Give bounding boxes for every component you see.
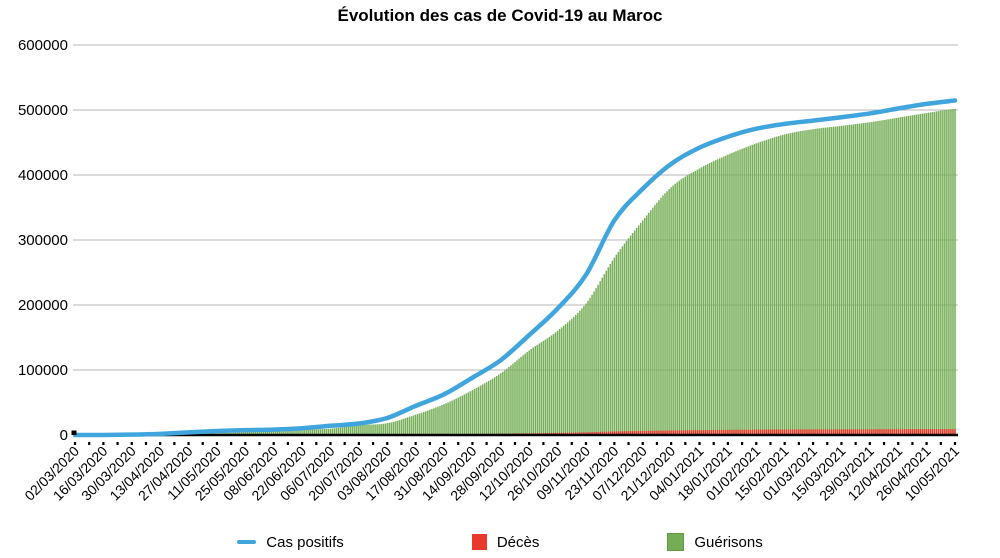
chart-title: Évolution des cas de Covid-19 au Maroc <box>337 6 663 25</box>
axis-ticks <box>73 442 957 445</box>
svg-text:500000: 500000 <box>18 102 68 119</box>
legend-item-cas-positifs: Cas positifs <box>237 534 344 551</box>
x-axis-labels: 02/03/202016/03/202030/03/202013/04/2020… <box>21 443 962 504</box>
svg-text:100000: 100000 <box>18 362 68 379</box>
cas-positifs-line <box>71 98 958 438</box>
svg-text:300000: 300000 <box>18 232 68 249</box>
deces-square-swatch-icon <box>471 534 487 550</box>
legend-label-guerisons: Guérisons <box>694 533 763 551</box>
y-axis-labels: 0 100000 200000 300000 400000 500000 600000 <box>18 37 68 444</box>
cas-positifs-line-swatch-icon <box>237 540 257 544</box>
legend-item-guerisons: Guérisons <box>667 533 763 551</box>
guerisons-bars <box>98 108 956 436</box>
legend-item-deces: Décès <box>471 533 540 551</box>
svg-text:600000: 600000 <box>18 37 68 54</box>
svg-text:0: 0 <box>60 427 68 444</box>
legend-label-cas-positifs: Cas positifs <box>266 533 344 551</box>
guerisons-square-swatch-icon <box>667 533 685 551</box>
line-start-marker <box>71 430 77 435</box>
legend-label-deces: Décès <box>496 533 540 551</box>
svg-text:400000: 400000 <box>18 167 68 184</box>
svg-text:200000: 200000 <box>18 297 68 314</box>
legend: Cas positifs Décès Guérisons <box>0 533 1000 551</box>
